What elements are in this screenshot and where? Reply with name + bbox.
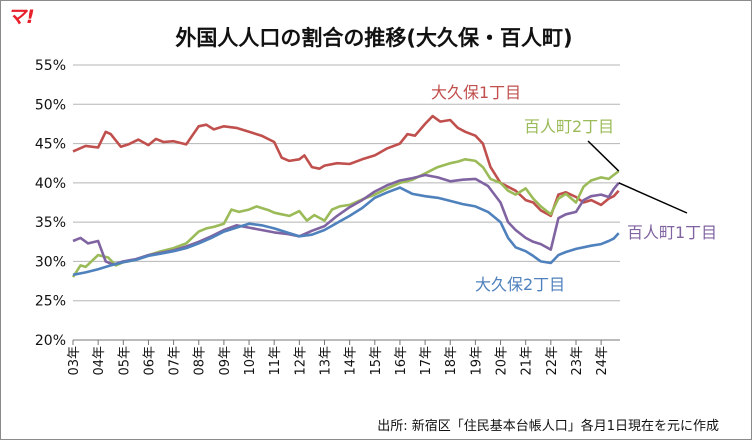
y-tick-label: 50% bbox=[35, 97, 66, 113]
x-tick-label: 08年 bbox=[193, 346, 208, 376]
y-tick-label: 30% bbox=[35, 254, 66, 270]
callout-hyakunincho-2 bbox=[587, 140, 620, 172]
x-tick-label: 19年 bbox=[469, 346, 484, 376]
logo-text: マ! bbox=[7, 6, 35, 28]
label-hyakunincho-2: 百人町2丁目 bbox=[524, 117, 614, 136]
series-line bbox=[72, 186, 620, 277]
y-tick-label: 35% bbox=[35, 215, 66, 231]
series-line bbox=[72, 173, 620, 266]
y-tick-label: 40% bbox=[35, 176, 66, 192]
x-tick-label: 22年 bbox=[545, 346, 560, 376]
y-tick-label: 45% bbox=[35, 137, 66, 153]
label-okubo-1: 大久保1丁目 bbox=[431, 83, 521, 102]
x-tick-label: 03年 bbox=[67, 346, 82, 376]
source-note: 出所: 新宿区「住民基本台帳人口」各月1日現在を元に作成 bbox=[377, 418, 719, 434]
x-tick-label: 21年 bbox=[520, 346, 535, 376]
x-tick-label: 14年 bbox=[344, 346, 359, 376]
series-line bbox=[72, 114, 620, 218]
x-tick-label: 10年 bbox=[243, 346, 258, 376]
x-tick-label: 11年 bbox=[268, 346, 283, 376]
x-tick-label: 17年 bbox=[419, 346, 434, 376]
series-line bbox=[71, 158, 620, 278]
label-okubo-2: 大久保2丁目 bbox=[475, 275, 565, 294]
x-axis: 03年 04年 05年 06年 07年 08年 09年 10年 11年 12年 13年 14年 15年 1… bbox=[67, 339, 620, 376]
y-axis-ticks: 20% 25% 30% 35% 40% 45% 50% 55% bbox=[35, 58, 66, 349]
x-tick-label: 09年 bbox=[218, 346, 233, 376]
x-tick-label: 06年 bbox=[142, 346, 157, 376]
x-tick-label: 15年 bbox=[369, 346, 384, 376]
x-tick-label: 12年 bbox=[293, 346, 308, 376]
callout-lines bbox=[587, 140, 688, 214]
y-tick-label: 25% bbox=[35, 294, 66, 310]
callout-hyakunincho-1 bbox=[618, 182, 688, 214]
x-tick-label: 13年 bbox=[318, 346, 333, 376]
gridlines bbox=[73, 64, 620, 341]
x-tick-label: 20年 bbox=[495, 346, 510, 376]
x-tick-label: 23年 bbox=[570, 346, 585, 376]
x-tick-label: 16年 bbox=[394, 346, 409, 376]
x-tick-label: 04年 bbox=[92, 346, 107, 376]
series-lines bbox=[71, 114, 620, 278]
x-tick-label: 18年 bbox=[444, 346, 459, 376]
x-tick-label: 05年 bbox=[117, 346, 132, 376]
x-tick-label: 07年 bbox=[168, 346, 183, 376]
label-hyakunincho-1: 百人町1丁目 bbox=[627, 223, 717, 242]
y-tick-label: 20% bbox=[35, 333, 66, 349]
chart-title: 外国人人口の割合の推移(大久保・百人町) bbox=[175, 26, 572, 50]
y-tick-label: 55% bbox=[35, 58, 66, 74]
x-tick-label: 24年 bbox=[595, 346, 610, 376]
